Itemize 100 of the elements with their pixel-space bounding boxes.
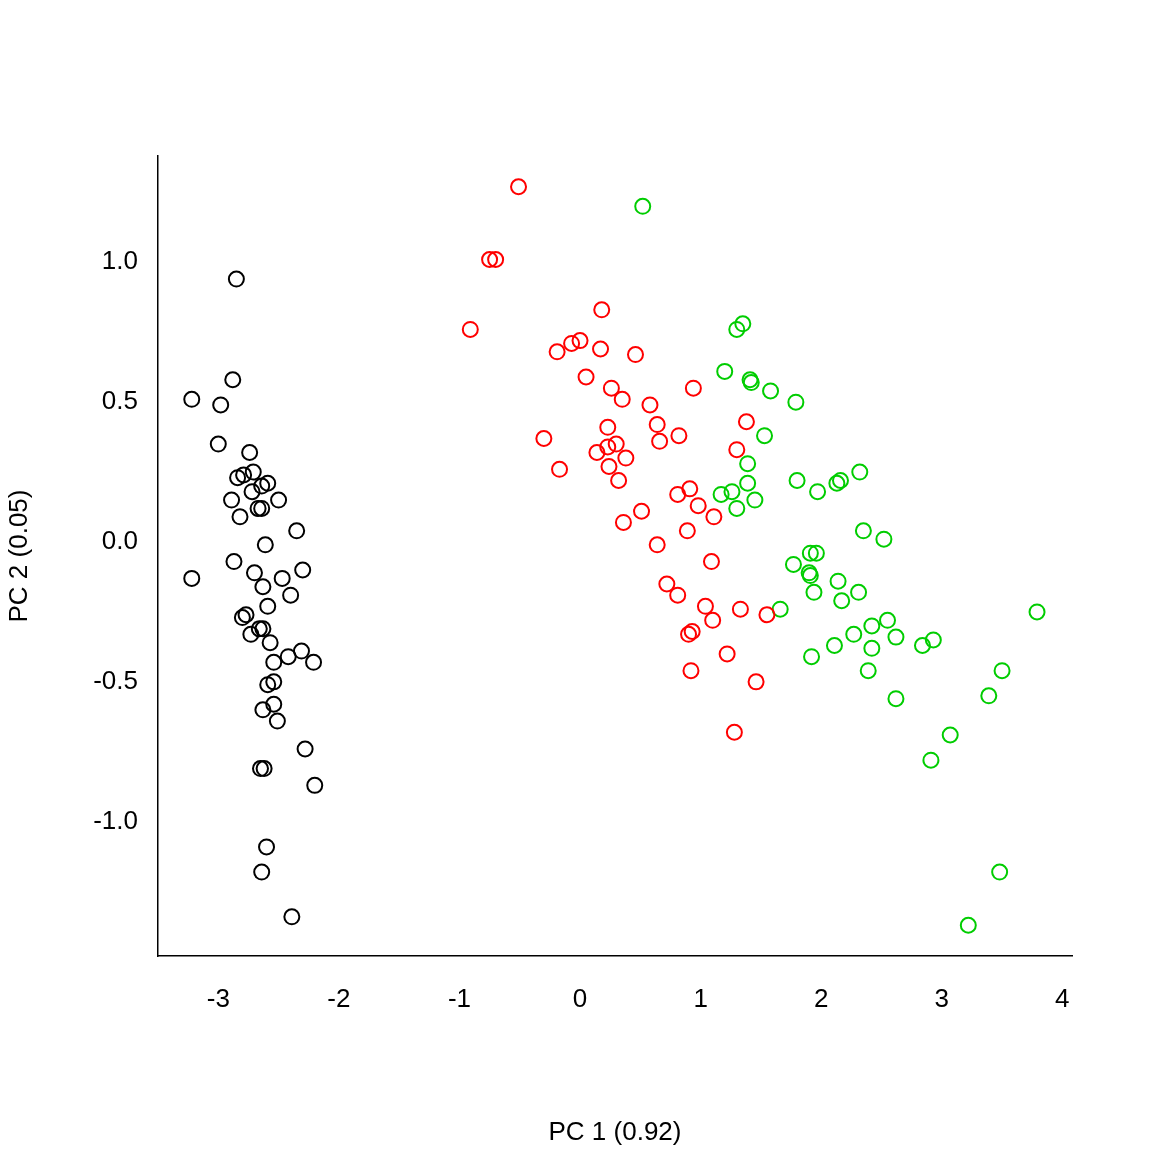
point bbox=[739, 474, 757, 492]
point bbox=[634, 197, 652, 215]
y-tick-label: 0.0 bbox=[101, 525, 138, 556]
point bbox=[887, 628, 905, 646]
point bbox=[241, 444, 259, 461]
point bbox=[223, 491, 241, 509]
point bbox=[681, 480, 699, 498]
point bbox=[739, 455, 757, 473]
point bbox=[279, 648, 297, 666]
point bbox=[265, 695, 283, 713]
point bbox=[746, 491, 764, 509]
point bbox=[571, 332, 589, 350]
point bbox=[227, 270, 245, 288]
point bbox=[461, 320, 479, 338]
point bbox=[244, 463, 262, 481]
point bbox=[651, 432, 669, 450]
point bbox=[669, 485, 687, 503]
point bbox=[993, 662, 1011, 680]
point bbox=[716, 362, 734, 380]
point bbox=[879, 611, 897, 629]
point bbox=[788, 471, 806, 489]
point bbox=[256, 536, 274, 554]
point bbox=[183, 569, 201, 587]
point bbox=[224, 371, 242, 389]
point bbox=[723, 483, 741, 501]
point bbox=[627, 346, 644, 364]
point bbox=[801, 544, 819, 562]
point bbox=[273, 569, 291, 587]
point bbox=[231, 508, 249, 526]
point bbox=[270, 491, 288, 509]
point bbox=[863, 639, 881, 657]
point bbox=[607, 435, 625, 453]
point bbox=[728, 499, 746, 517]
point bbox=[265, 653, 283, 671]
point bbox=[617, 449, 635, 467]
point bbox=[292, 642, 310, 660]
point bbox=[682, 662, 700, 680]
point bbox=[803, 648, 821, 666]
point bbox=[481, 251, 499, 268]
point bbox=[737, 413, 755, 431]
point bbox=[306, 776, 324, 794]
point bbox=[261, 634, 279, 652]
point bbox=[670, 427, 688, 445]
point bbox=[253, 863, 271, 881]
point bbox=[809, 483, 827, 501]
y-tick-label: 1.0 bbox=[101, 245, 138, 276]
point bbox=[282, 586, 300, 604]
point bbox=[851, 463, 869, 481]
x-tick-label: -3 bbox=[206, 982, 230, 1013]
point bbox=[212, 396, 230, 414]
point bbox=[863, 617, 881, 635]
point bbox=[209, 435, 227, 453]
point bbox=[487, 251, 505, 268]
point bbox=[294, 561, 312, 579]
point bbox=[704, 611, 722, 629]
point bbox=[887, 690, 905, 708]
point bbox=[678, 522, 696, 540]
x-tick-label: 3 bbox=[934, 982, 950, 1013]
point bbox=[254, 701, 272, 719]
point bbox=[833, 592, 851, 610]
x-axis-title: PC 1 (0.92) bbox=[548, 1115, 682, 1146]
point bbox=[588, 444, 606, 461]
point bbox=[268, 712, 286, 730]
y-tick-label: 0.5 bbox=[101, 385, 138, 416]
point bbox=[728, 320, 746, 338]
point bbox=[913, 637, 931, 655]
point bbox=[254, 578, 272, 596]
point bbox=[702, 553, 720, 571]
point bbox=[859, 662, 877, 680]
point bbox=[296, 740, 314, 758]
point bbox=[233, 609, 251, 627]
point bbox=[980, 687, 998, 705]
point bbox=[684, 379, 702, 397]
point bbox=[288, 522, 306, 540]
point bbox=[253, 477, 271, 495]
y-axis-title: PC 2 (0.05) bbox=[2, 489, 33, 623]
point bbox=[875, 530, 893, 548]
point bbox=[235, 466, 253, 484]
point bbox=[734, 315, 752, 333]
point bbox=[771, 600, 789, 618]
x-tick-label: 4 bbox=[1055, 982, 1070, 1013]
point bbox=[599, 438, 617, 456]
point bbox=[705, 508, 723, 526]
point bbox=[242, 625, 260, 643]
x-tick-label: -2 bbox=[327, 982, 351, 1013]
point bbox=[762, 382, 780, 400]
point bbox=[229, 469, 247, 487]
point bbox=[593, 301, 611, 319]
point bbox=[787, 393, 805, 411]
point bbox=[251, 760, 269, 778]
point bbox=[924, 631, 942, 649]
point bbox=[696, 597, 714, 615]
point bbox=[756, 427, 774, 445]
point bbox=[648, 416, 666, 434]
point bbox=[669, 586, 687, 604]
point bbox=[548, 343, 566, 361]
point bbox=[758, 606, 776, 624]
point bbox=[259, 676, 277, 694]
point bbox=[563, 334, 581, 352]
point bbox=[1028, 603, 1046, 621]
